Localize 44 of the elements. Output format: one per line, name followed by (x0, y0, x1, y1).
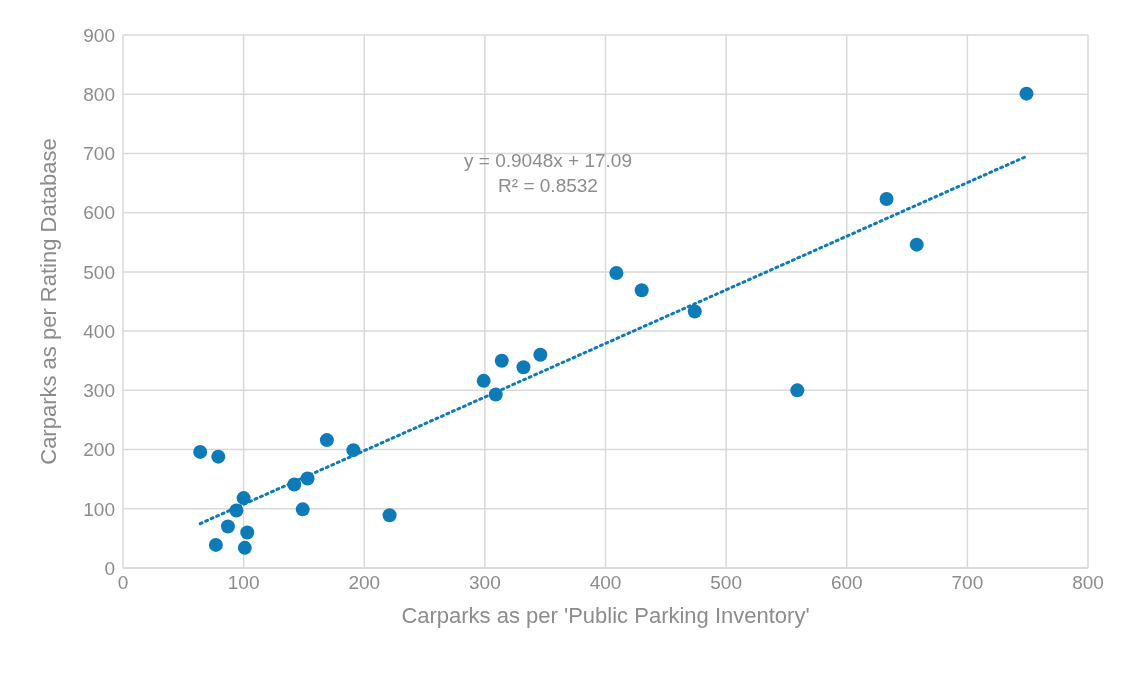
x-tick-label: 800 (1072, 572, 1104, 594)
point (909, 237, 924, 252)
x-tick-label: 300 (469, 572, 501, 594)
point (609, 266, 624, 281)
y-tick-label: 800 (83, 83, 115, 105)
point (516, 360, 531, 375)
point (295, 502, 310, 517)
y-tick-label: 500 (83, 261, 115, 283)
point (208, 537, 223, 552)
x-tick-label: 700 (951, 572, 984, 594)
point (494, 353, 509, 368)
y-tick-label: 300 (83, 380, 115, 402)
point (240, 525, 255, 540)
y-tick-label: 0 (104, 557, 115, 579)
point (220, 519, 235, 534)
x-tick-label: 400 (589, 572, 622, 594)
annotation: y = 0.9048x + 17.09 (463, 149, 633, 173)
point (1019, 86, 1034, 101)
y-tick-label: 400 (83, 320, 115, 342)
y-tick-label: 700 (83, 143, 115, 165)
x-tick-label: 100 (227, 572, 260, 594)
point (237, 540, 252, 555)
point (319, 433, 334, 448)
y-axis-title: Carparks as per Rating Database (35, 138, 61, 465)
point (476, 373, 491, 388)
y-tick-label: 100 (83, 498, 115, 520)
x-tick-label: 500 (710, 572, 742, 594)
point (687, 304, 702, 319)
point (193, 444, 208, 459)
point (790, 383, 805, 398)
y-tick-label: 600 (83, 202, 115, 224)
point (533, 347, 548, 362)
point (382, 508, 397, 523)
annotation: R² = 0.8532 (497, 174, 599, 198)
point (236, 491, 251, 506)
x-tick-label: 200 (348, 572, 381, 594)
x-tick-label: 0 (117, 572, 129, 594)
y-tick-label: 200 (83, 439, 115, 461)
y-tick-label: 900 (83, 24, 115, 46)
point (634, 283, 649, 298)
x-tick-label: 600 (830, 572, 863, 594)
x-axis-title: Carparks as per 'Public Parking Inventory' (401, 603, 810, 628)
point (879, 192, 894, 207)
point (211, 449, 226, 464)
